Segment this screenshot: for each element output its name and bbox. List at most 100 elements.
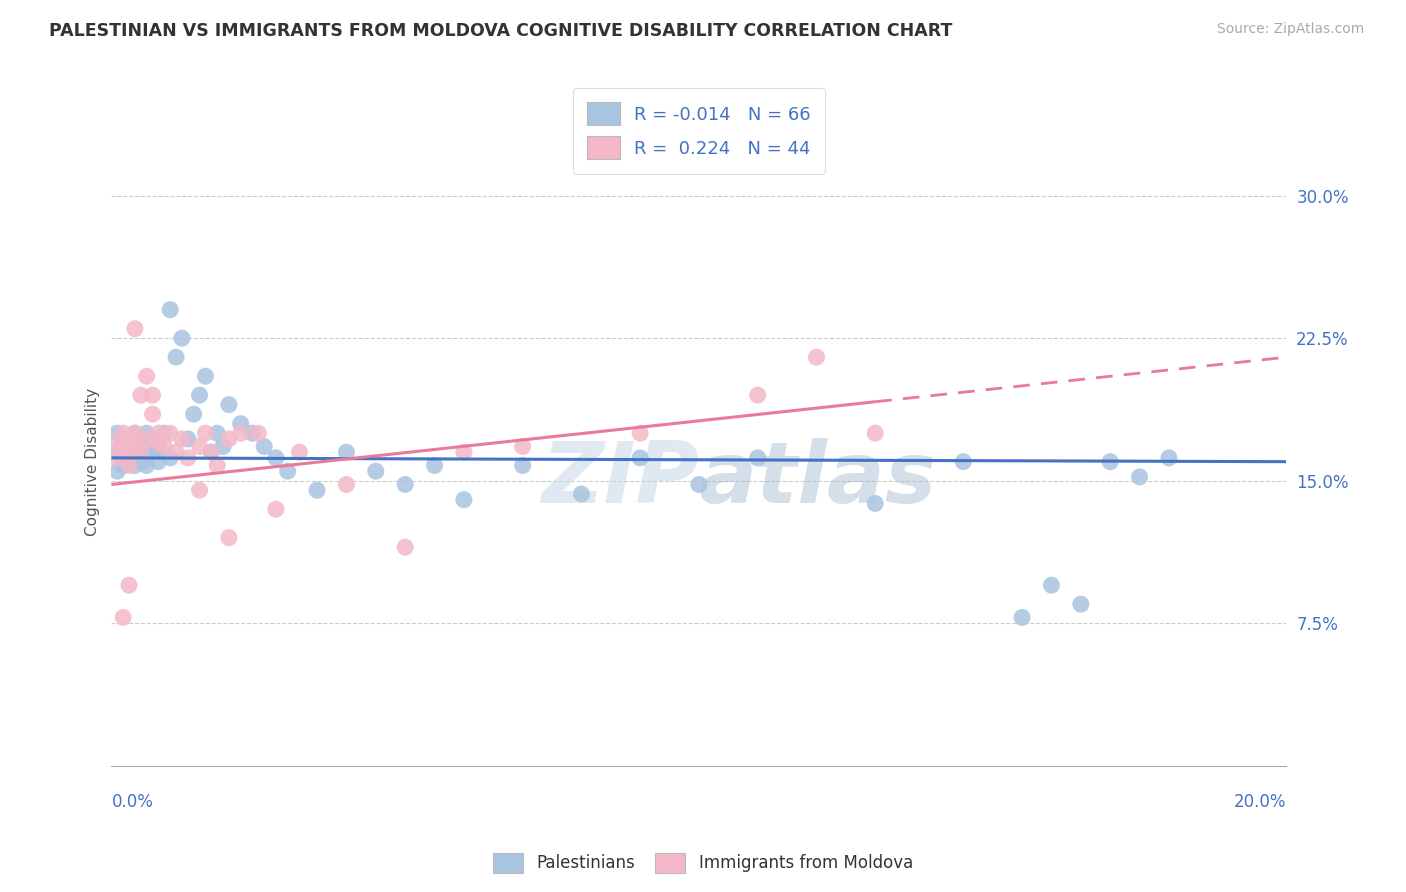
Point <box>1157 450 1180 465</box>
Point <box>170 432 193 446</box>
Text: ZIP: ZIP <box>541 438 699 522</box>
Point <box>129 388 152 402</box>
Point <box>118 455 141 469</box>
Point <box>394 477 416 491</box>
Point <box>148 426 170 441</box>
Point <box>188 440 211 454</box>
Point <box>512 458 534 473</box>
Point <box>453 445 475 459</box>
Point <box>148 435 170 450</box>
Point <box>218 531 240 545</box>
Text: Source: ZipAtlas.com: Source: ZipAtlas.com <box>1216 22 1364 37</box>
Point <box>1040 578 1063 592</box>
Point <box>124 440 146 454</box>
Point <box>229 426 252 441</box>
Point <box>124 426 146 441</box>
Point <box>242 426 264 441</box>
Point <box>188 388 211 402</box>
Point <box>394 540 416 554</box>
Point <box>212 440 235 454</box>
Point <box>177 432 200 446</box>
Point <box>1011 610 1033 624</box>
Point <box>118 435 141 450</box>
Point <box>129 432 152 446</box>
Point <box>124 458 146 473</box>
Point <box>194 426 217 441</box>
Point <box>105 435 128 450</box>
Point <box>153 426 176 441</box>
Point <box>105 445 128 459</box>
Point <box>141 407 163 421</box>
Point <box>159 426 181 441</box>
Point <box>288 445 311 459</box>
Point <box>118 449 141 463</box>
Point <box>135 369 157 384</box>
Point <box>129 440 152 454</box>
Point <box>453 492 475 507</box>
Point <box>135 458 157 473</box>
Point <box>571 487 593 501</box>
Point <box>688 477 710 491</box>
Point <box>112 610 135 624</box>
Point <box>118 432 141 446</box>
Point <box>747 388 769 402</box>
Point <box>118 432 141 446</box>
Point <box>159 302 181 317</box>
Point <box>218 432 240 446</box>
Point <box>165 350 187 364</box>
Point <box>112 426 135 441</box>
Point <box>141 388 163 402</box>
Point <box>229 417 252 431</box>
Point <box>253 440 276 454</box>
Point <box>135 426 157 441</box>
Point <box>148 440 170 454</box>
Y-axis label: Cognitive Disability: Cognitive Disability <box>86 388 100 536</box>
Point <box>863 496 886 510</box>
Point <box>165 445 187 459</box>
Point <box>170 331 193 345</box>
Point <box>1070 597 1092 611</box>
Point <box>218 398 240 412</box>
Point <box>148 455 170 469</box>
Point <box>118 578 141 592</box>
Point <box>423 458 446 473</box>
Point <box>105 426 128 441</box>
Text: 20.0%: 20.0% <box>1234 793 1286 811</box>
Point <box>747 450 769 465</box>
Point <box>141 435 163 450</box>
Point <box>129 445 152 459</box>
Point <box>118 445 141 459</box>
Point <box>105 464 128 478</box>
Point <box>129 435 152 450</box>
Text: atlas: atlas <box>699 438 936 522</box>
Point <box>118 458 141 473</box>
Point <box>129 455 152 469</box>
Point <box>112 458 135 473</box>
Point <box>952 455 974 469</box>
Point <box>200 445 222 459</box>
Point <box>277 464 299 478</box>
Point <box>183 407 205 421</box>
Point <box>124 321 146 335</box>
Point <box>200 445 222 459</box>
Point <box>205 458 228 473</box>
Legend: Palestinians, Immigrants from Moldova: Palestinians, Immigrants from Moldova <box>486 847 920 880</box>
Point <box>105 450 128 465</box>
Point <box>188 483 211 498</box>
Point <box>112 440 135 454</box>
Point <box>264 502 287 516</box>
Point <box>112 450 135 465</box>
Text: 0.0%: 0.0% <box>111 793 153 811</box>
Point <box>124 440 146 454</box>
Point <box>305 483 328 498</box>
Point <box>177 450 200 465</box>
Point <box>205 426 228 441</box>
Point <box>863 426 886 441</box>
Point <box>135 450 157 465</box>
Point <box>628 426 651 441</box>
Text: PALESTINIAN VS IMMIGRANTS FROM MOLDOVA COGNITIVE DISABILITY CORRELATION CHART: PALESTINIAN VS IMMIGRANTS FROM MOLDOVA C… <box>49 22 953 40</box>
Point <box>264 450 287 465</box>
Point <box>129 445 152 459</box>
Point <box>335 445 357 459</box>
Point <box>124 450 146 465</box>
